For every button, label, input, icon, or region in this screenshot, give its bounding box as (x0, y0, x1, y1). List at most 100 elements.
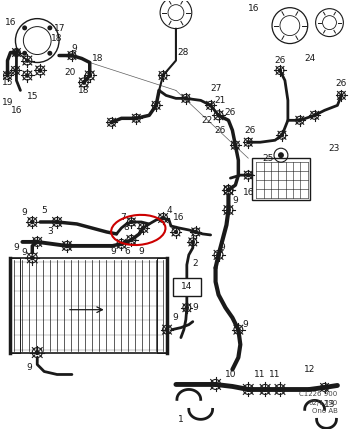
Circle shape (191, 240, 194, 243)
Text: 7: 7 (120, 213, 126, 222)
Circle shape (65, 244, 69, 248)
Circle shape (70, 54, 74, 57)
Circle shape (217, 114, 220, 117)
Circle shape (165, 328, 169, 332)
Circle shape (280, 134, 284, 137)
Text: 1: 1 (178, 415, 184, 424)
Text: 25: 25 (262, 154, 274, 163)
Circle shape (135, 117, 138, 120)
Circle shape (161, 74, 164, 77)
Text: 9: 9 (21, 208, 27, 217)
Circle shape (246, 387, 250, 391)
Circle shape (323, 386, 326, 389)
Bar (173, 278, 201, 296)
Bar (252, 158, 310, 200)
Text: 16: 16 (5, 18, 16, 27)
Text: 17: 17 (54, 24, 66, 33)
Circle shape (185, 306, 188, 309)
Circle shape (47, 51, 52, 56)
Circle shape (88, 74, 92, 77)
Circle shape (55, 220, 59, 224)
Text: 9: 9 (243, 320, 248, 329)
Circle shape (227, 188, 230, 192)
Circle shape (214, 382, 218, 387)
Circle shape (155, 104, 158, 107)
Text: 9: 9 (71, 44, 77, 53)
Circle shape (278, 152, 284, 158)
Text: 15: 15 (27, 92, 38, 101)
Text: 15: 15 (2, 78, 13, 87)
Text: 9: 9 (27, 363, 32, 372)
Text: 16: 16 (243, 187, 254, 197)
Circle shape (247, 174, 250, 177)
Text: 19: 19 (2, 98, 13, 107)
Text: 11: 11 (254, 370, 266, 379)
Circle shape (237, 328, 240, 332)
Text: 5: 5 (41, 206, 47, 215)
Circle shape (26, 74, 29, 77)
Circle shape (14, 69, 17, 72)
Text: 9: 9 (172, 313, 178, 322)
Text: 28: 28 (177, 48, 189, 57)
Circle shape (15, 51, 18, 54)
Text: 26: 26 (225, 108, 236, 117)
Text: 9: 9 (192, 303, 198, 312)
Text: 9: 9 (232, 196, 238, 205)
Circle shape (340, 94, 343, 97)
Circle shape (217, 253, 220, 257)
Text: 21: 21 (215, 96, 226, 105)
Text: 26: 26 (215, 126, 226, 135)
Circle shape (120, 242, 123, 246)
Text: 9: 9 (21, 249, 27, 258)
Text: 12: 12 (304, 365, 315, 374)
Text: 18: 18 (51, 34, 63, 43)
Circle shape (22, 25, 27, 31)
Circle shape (234, 144, 237, 147)
Text: 11: 11 (269, 370, 281, 379)
Text: 10: 10 (225, 370, 236, 379)
Bar (10, 258, 167, 353)
Bar (10, 258, 20, 353)
Circle shape (35, 240, 39, 244)
Text: 16: 16 (173, 213, 185, 222)
Text: 16: 16 (11, 106, 22, 115)
Circle shape (263, 387, 267, 391)
Text: 6: 6 (125, 247, 130, 256)
Text: 9: 9 (14, 243, 19, 252)
Circle shape (30, 220, 34, 224)
Text: 16: 16 (247, 4, 259, 13)
Circle shape (6, 74, 9, 77)
Circle shape (130, 221, 133, 224)
Circle shape (47, 25, 52, 31)
Text: 26: 26 (336, 79, 347, 88)
Circle shape (38, 69, 42, 72)
Circle shape (247, 141, 250, 144)
Circle shape (141, 226, 145, 230)
Text: 26: 26 (274, 56, 286, 65)
Text: 4: 4 (166, 206, 172, 215)
Circle shape (110, 121, 113, 124)
Circle shape (194, 230, 197, 233)
Circle shape (30, 256, 34, 260)
Text: 13: 13 (324, 400, 335, 409)
Text: 22: 22 (201, 116, 212, 125)
Text: 20: 20 (64, 68, 76, 77)
Text: 9: 9 (111, 247, 117, 256)
Circle shape (82, 81, 86, 84)
Circle shape (209, 104, 212, 107)
Circle shape (278, 69, 281, 72)
Circle shape (174, 230, 177, 233)
Text: 18: 18 (78, 86, 90, 95)
Circle shape (298, 119, 301, 122)
Circle shape (22, 51, 27, 56)
Text: C1226 900
02/1790
Ono AB: C1226 900 02/1790 Ono AB (299, 391, 337, 415)
Bar (157, 258, 167, 353)
Text: 3: 3 (47, 227, 53, 236)
Text: 9: 9 (138, 247, 144, 256)
Text: 8: 8 (124, 224, 129, 233)
Circle shape (35, 350, 39, 355)
Text: 18: 18 (92, 54, 103, 63)
Circle shape (15, 51, 18, 54)
Text: 27: 27 (210, 84, 221, 93)
Text: 14: 14 (181, 282, 193, 291)
